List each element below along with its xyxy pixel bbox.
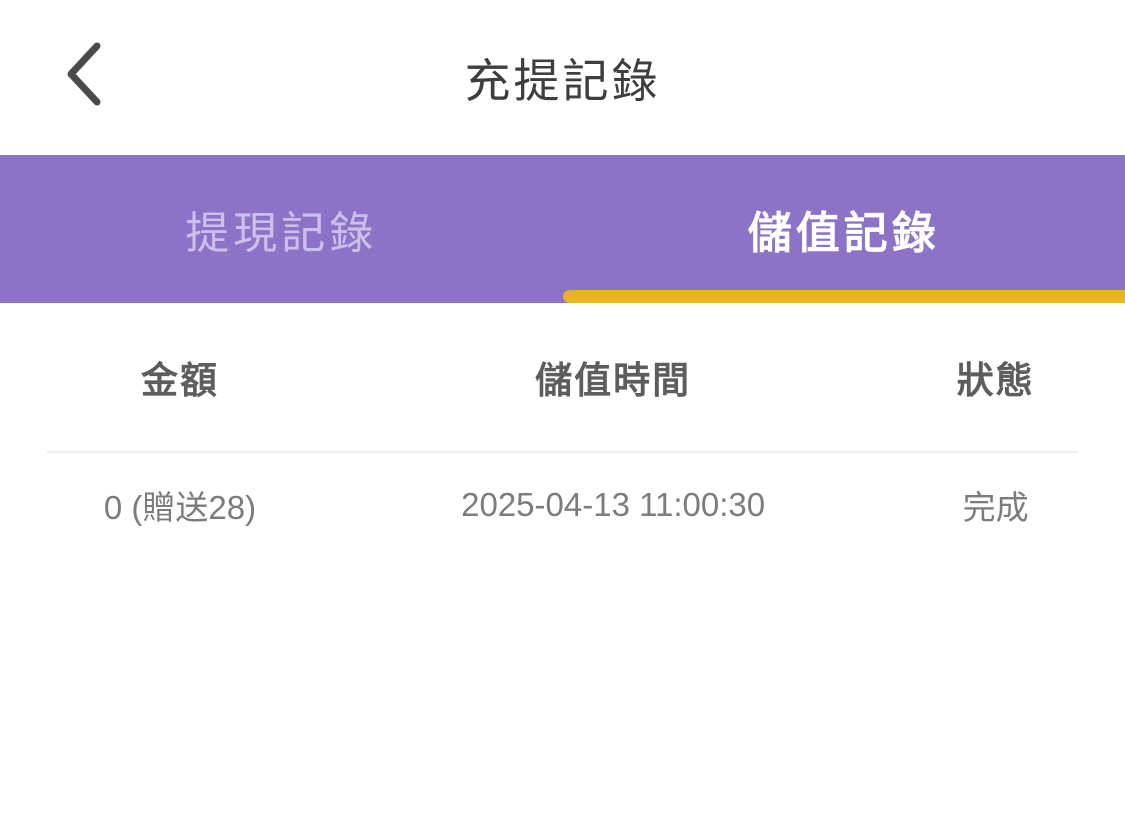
header-divider xyxy=(47,451,1078,453)
tab-deposit-records[interactable]: 儲值記錄 xyxy=(563,155,1125,303)
table-header-row: 金額 儲值時間 狀態 xyxy=(0,303,1125,451)
tab-deposit-label: 儲值記錄 xyxy=(747,209,940,258)
back-chevron-icon xyxy=(67,42,101,105)
page-title: 充提記錄 xyxy=(464,54,661,107)
back-button[interactable] xyxy=(48,26,118,121)
navbar: 充提記錄 xyxy=(0,0,1125,155)
row-time: 2025-04-13 11:00:30 xyxy=(461,486,766,523)
column-header-time: 儲值時間 xyxy=(535,360,692,401)
column-header-status: 狀態 xyxy=(956,360,1035,401)
active-tab-indicator xyxy=(562,290,1125,303)
column-header-amount: 金額 xyxy=(141,360,219,401)
row-status: 完成 xyxy=(962,489,1029,526)
row-amount: 0 (贈送28) xyxy=(103,489,257,526)
tab-withdrawal-label: 提現記錄 xyxy=(185,209,378,258)
table-row: 0 (贈送28) 2025-04-13 11:00:30 完成 xyxy=(0,453,1125,557)
tab-withdrawal-records[interactable]: 提現記錄 xyxy=(0,155,563,303)
tabbar: 提現記錄 儲值記錄 xyxy=(0,155,1125,303)
